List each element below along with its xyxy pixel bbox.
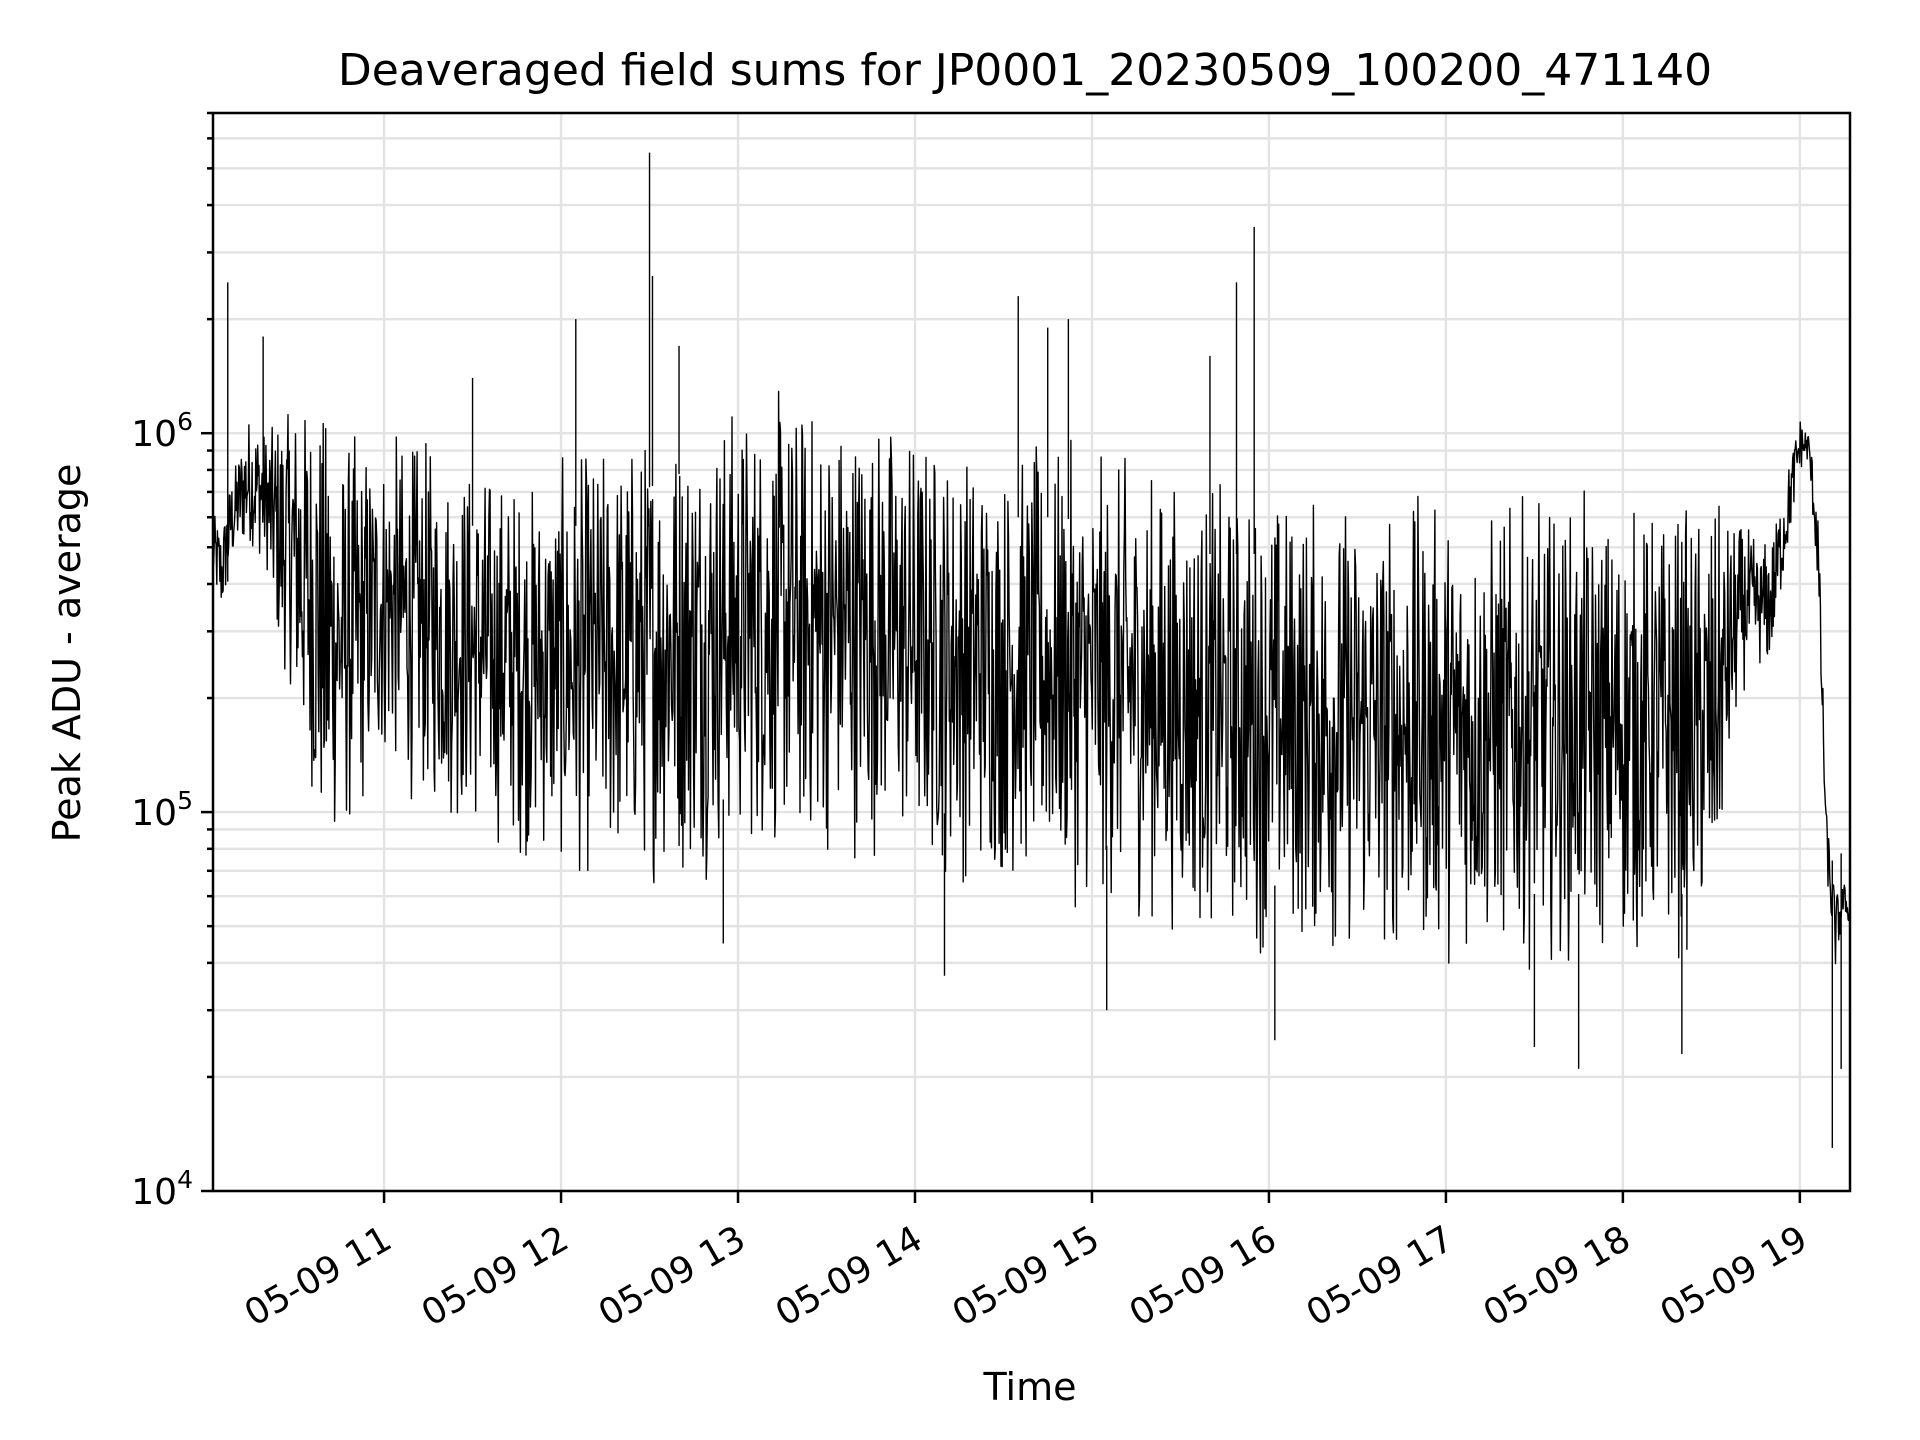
x-tick-label: 05-09 18 <box>1477 1218 1638 1334</box>
x-tick-label: 05-09 14 <box>769 1218 930 1334</box>
y-tick-label: 104 <box>131 1165 193 1213</box>
y-tick-label: 105 <box>131 786 193 834</box>
series-line <box>212 390 1851 970</box>
chart-title: Deaveraged field sums for JP0001_2023050… <box>338 45 1712 96</box>
x-tick-label: 05-09 12 <box>415 1218 576 1334</box>
plot-area <box>212 152 1851 1148</box>
x-tick-label: 05-09 17 <box>1300 1218 1461 1334</box>
x-tick-label: 05-09 11 <box>238 1218 399 1334</box>
x-tick-label: 05-09 13 <box>592 1218 753 1334</box>
x-tick-label: 05-09 19 <box>1654 1218 1815 1334</box>
y-axis: 104 105 106 <box>131 111 213 1213</box>
x-axis-label: Time <box>983 1365 1077 1409</box>
x-axis: 05-09 11 05-09 12 05-09 13 05-09 14 05-09 15… <box>238 1191 1814 1335</box>
y-tick-label: 106 <box>131 407 193 455</box>
y-axis-label: Peak ADU - average <box>45 464 89 843</box>
x-tick-label: 05-09 15 <box>946 1218 1107 1334</box>
axes-frame <box>211 111 1852 1193</box>
x-tick-label: 05-09 16 <box>1123 1218 1284 1334</box>
